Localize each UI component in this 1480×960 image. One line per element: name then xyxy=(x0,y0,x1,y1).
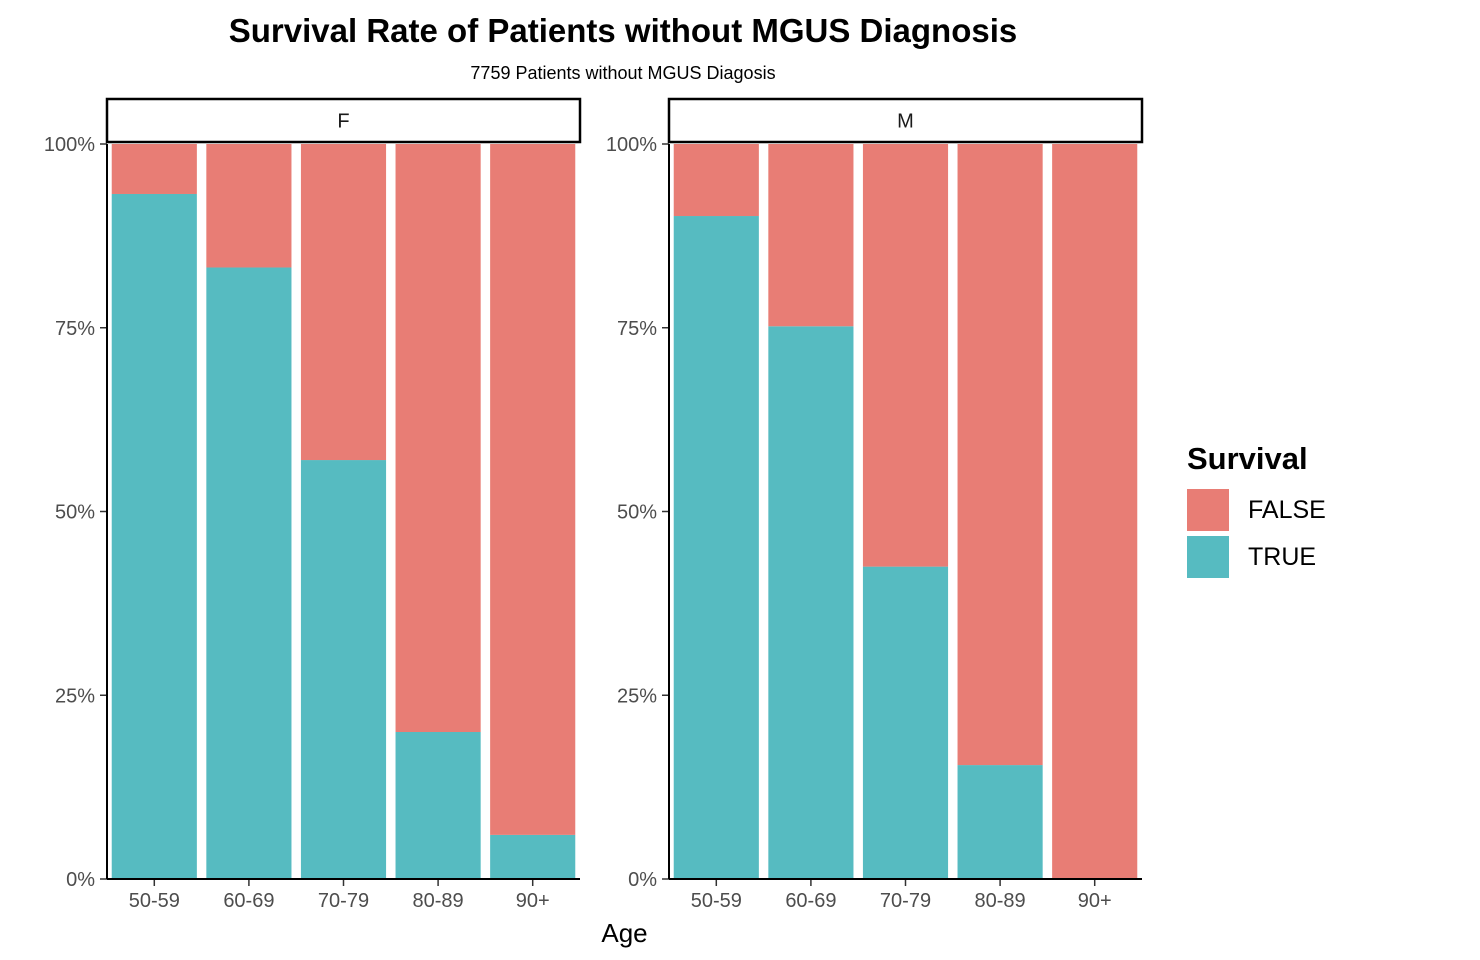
facet-strip-f xyxy=(105,97,582,144)
x-tick-label-m-50-59: 50-59 xyxy=(691,890,742,912)
bar-m-50-59-false xyxy=(673,144,759,217)
bar-m-60-69-false xyxy=(768,144,854,327)
x-tick-label-f-70-79: 70-79 xyxy=(318,890,369,912)
bar-f-70-79-false xyxy=(300,144,387,461)
bar-f-90+-true xyxy=(490,834,576,879)
legend-swatch-true xyxy=(1187,536,1229,578)
legend-label-false: FALSE xyxy=(1248,495,1326,524)
y-tick-label-f-2: 50% xyxy=(55,502,95,524)
x-axis-title: Age xyxy=(601,918,647,948)
x-tick-label-f-90+: 90+ xyxy=(516,890,550,912)
bar-f-50-59-true xyxy=(111,193,197,880)
y-tick-label-f-3: 75% xyxy=(55,318,95,340)
bar-f-90+-false xyxy=(490,144,576,835)
legend-item-false: FALSE xyxy=(1187,489,1326,531)
x-tick-label-m-70-79: 70-79 xyxy=(880,890,931,912)
bar-f-80-89-false xyxy=(395,144,481,732)
bar-m-80-89-true xyxy=(957,765,1043,879)
chart-subtitle: 7759 Patients without MGUS Diagosis xyxy=(470,63,776,83)
bar-m-80-89-false xyxy=(957,144,1043,766)
bar-f-80-89-true xyxy=(395,732,481,879)
x-tick-label-f-80-89: 80-89 xyxy=(413,890,464,912)
y-tick-label-m-4: 100% xyxy=(606,134,657,156)
bar-m-70-79-false xyxy=(862,144,949,567)
bar-m-70-79-true xyxy=(862,566,949,879)
y-tick-label-f-0: 0% xyxy=(66,869,95,891)
chart-title: Survival Rate of Patients without MGUS D… xyxy=(228,12,1018,49)
bar-f-60-69-true xyxy=(206,267,292,880)
facet-label-f: F xyxy=(337,111,349,133)
bar-f-70-79-true xyxy=(300,460,387,879)
y-tick-label-f-1: 25% xyxy=(55,685,95,707)
bar-m-90+-false xyxy=(1052,144,1138,879)
legend-title: Survival xyxy=(1187,441,1308,476)
x-tick-label-m-90+: 90+ xyxy=(1078,890,1112,912)
bar-m-60-69-true xyxy=(768,326,854,879)
x-tick-label-m-80-89: 80-89 xyxy=(975,890,1026,912)
legend-item-true: TRUE xyxy=(1187,536,1316,578)
legend-label-true: TRUE xyxy=(1248,542,1317,571)
legend-swatch-false xyxy=(1187,489,1229,531)
y-tick-label-m-3: 75% xyxy=(617,318,657,340)
y-tick-label-f-4: 100% xyxy=(44,134,95,156)
x-tick-label-f-60-69: 60-69 xyxy=(223,890,274,912)
facet-strip-m xyxy=(667,97,1144,144)
y-tick-label-m-2: 50% xyxy=(617,502,657,524)
x-tick-label-f-50-59: 50-59 xyxy=(129,890,180,912)
bar-m-50-59-true xyxy=(673,216,759,879)
y-tick-label-m-1: 25% xyxy=(617,685,657,707)
bar-f-50-59-false xyxy=(111,144,197,194)
facet-label-m: M xyxy=(897,111,914,133)
x-tick-label-m-60-69: 60-69 xyxy=(785,890,836,912)
bar-f-60-69-false xyxy=(206,144,292,268)
y-tick-label-m-0: 0% xyxy=(628,869,657,891)
